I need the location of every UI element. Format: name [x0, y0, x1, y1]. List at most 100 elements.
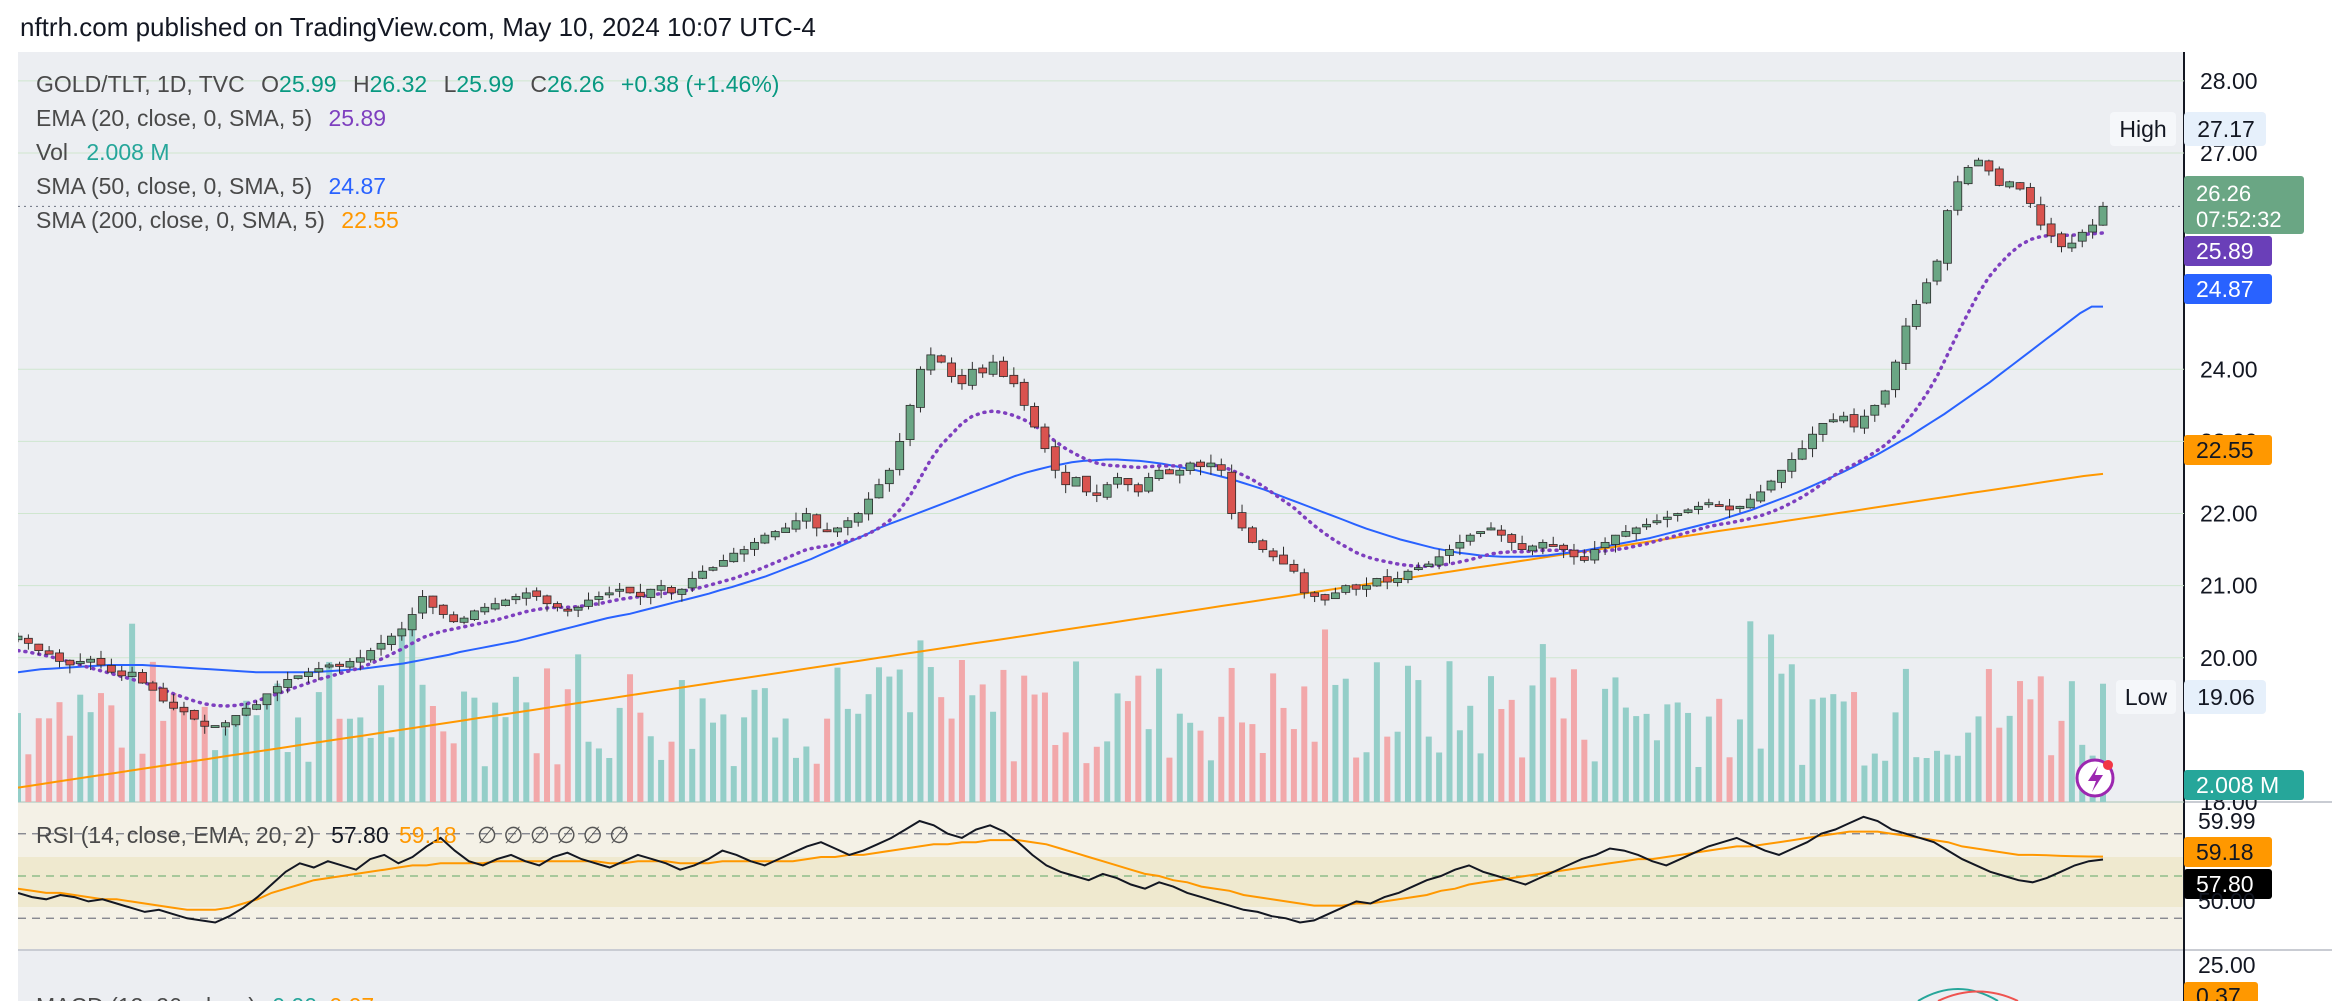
rsi-tick-25: 25.00 [2198, 952, 2256, 978]
chart-frame: GOLD/TLT, 1D, TVC O25.99 H26.32 L25.99 C… [18, 52, 2332, 1001]
volume-bar [1726, 757, 1733, 802]
low-value-box [2184, 680, 2266, 714]
volume-bar [1363, 752, 1370, 802]
volume-bar [1353, 757, 1360, 802]
legend-vol-line[interactable]: Vol 2.008 M [36, 139, 169, 165]
candle-body [1154, 469, 1164, 479]
candle-body [1133, 484, 1143, 493]
lightning-icon[interactable] [2075, 758, 2115, 798]
volume-bar [129, 623, 136, 802]
candle-body [1714, 504, 1724, 507]
volume-bar [1519, 757, 1526, 802]
volume-bar [1633, 716, 1640, 802]
candle-body [1704, 502, 1714, 506]
candle-body [1880, 390, 1890, 405]
volume-bar [844, 708, 851, 802]
volume-bar [958, 659, 965, 802]
candle-body [480, 606, 490, 613]
volume-bar [803, 746, 810, 802]
candlestick-series [18, 157, 2108, 736]
moving-average-lines [18, 231, 2105, 789]
candle-body [210, 725, 220, 728]
volume-bar [1934, 750, 1941, 802]
candle-body [2067, 242, 2077, 249]
sma50-badge: 24.87 [2196, 276, 2254, 302]
candle-body [470, 610, 479, 620]
candle-body [947, 362, 956, 377]
candle-body [1528, 545, 1537, 552]
candle-body [2098, 205, 2108, 226]
candle-body [1652, 520, 1662, 524]
volume-bar [56, 702, 63, 802]
candle-body [1434, 556, 1444, 566]
volume-bar [969, 695, 976, 802]
volume-bar [761, 688, 768, 802]
volume-bar [367, 737, 374, 802]
candle-body [1828, 419, 1838, 423]
rsi-ma-badge: 59.18 [2196, 839, 2254, 865]
candle-body [1330, 592, 1340, 600]
candle-body [44, 650, 54, 655]
candle-body [1258, 540, 1268, 550]
high-value-box [2184, 112, 2266, 146]
volume-bar [1010, 761, 1017, 802]
candle-body [563, 608, 573, 612]
volume-bar [35, 718, 42, 802]
volume-bar [1851, 692, 1858, 802]
candle-body [978, 367, 988, 374]
volume-bar [1871, 753, 1878, 802]
candle-body [833, 527, 842, 533]
candle-body [1548, 544, 1558, 547]
candle-body [501, 599, 510, 606]
legend-low-label: L [444, 71, 457, 97]
candle-body [189, 709, 199, 720]
volume-bar [1653, 740, 1660, 802]
candle-body [1860, 415, 1869, 429]
volume-bar [1819, 697, 1826, 802]
macd-pane[interactable] [18, 950, 2184, 1001]
volume-bar [461, 691, 468, 802]
legend-sma50-label: SMA (50, close, 0, SMA, 5) [36, 173, 312, 199]
volume-bar [1446, 661, 1453, 802]
candle-body [853, 513, 863, 523]
candle-body [397, 628, 407, 637]
candle-body [1870, 404, 1880, 416]
volume-bar [1322, 629, 1329, 802]
volume-bar [1643, 713, 1650, 802]
legend-sma200-line[interactable]: SMA (200, close, 0, SMA, 5) 22.55 [36, 207, 399, 233]
candle-body [532, 590, 542, 597]
candle-body [957, 374, 967, 385]
candle-body [1891, 361, 1900, 391]
legend-sma50-line[interactable]: SMA (50, close, 0, SMA, 5) 24.87 [36, 173, 386, 199]
candle-body [55, 652, 64, 662]
candle-body [988, 361, 998, 375]
volume-bar [1135, 675, 1142, 802]
candle-body [916, 368, 925, 408]
volume-bar [1539, 644, 1546, 802]
rsi-legend[interactable]: RSI (14, close, EMA, 20, 2) 57.80 59.18 … [36, 822, 629, 848]
candle-body [1123, 478, 1133, 486]
legend-ema-line[interactable]: EMA (20, close, 0, SMA, 5) 25.89 [36, 105, 386, 131]
candle-body [2015, 182, 2025, 190]
volume-bar [585, 741, 592, 802]
chart-canvas[interactable]: GOLD/TLT, 1D, TVC O25.99 H26.32 L25.99 C… [18, 52, 2332, 1001]
last-price-badge [2184, 176, 2304, 234]
legend-sma200-value: 22.55 [341, 207, 399, 233]
price-pane[interactable] [18, 52, 2184, 802]
volume-bar [253, 715, 260, 802]
sma50-line [18, 305, 2103, 674]
volume-bar [1104, 741, 1111, 802]
rsi-badge-top: 59.99 [2198, 808, 2256, 834]
candle-body [1932, 260, 1942, 282]
volume-bar [907, 712, 914, 802]
high-value: 27.17 [2197, 116, 2255, 142]
volume-bar [1342, 678, 1349, 802]
macd-legend[interactable]: MACD (12, 26, close) 0.00 0.07 [36, 993, 374, 1001]
volume-bar [2027, 699, 2034, 802]
rsi-legend-label: RSI (14, close, EMA, 20, 2) [36, 822, 315, 848]
volume-bar [792, 757, 799, 802]
volume-bar [502, 717, 509, 802]
sma200-badge-box [2184, 435, 2272, 465]
volume-bar [450, 743, 457, 802]
volume-bar [1166, 757, 1173, 802]
